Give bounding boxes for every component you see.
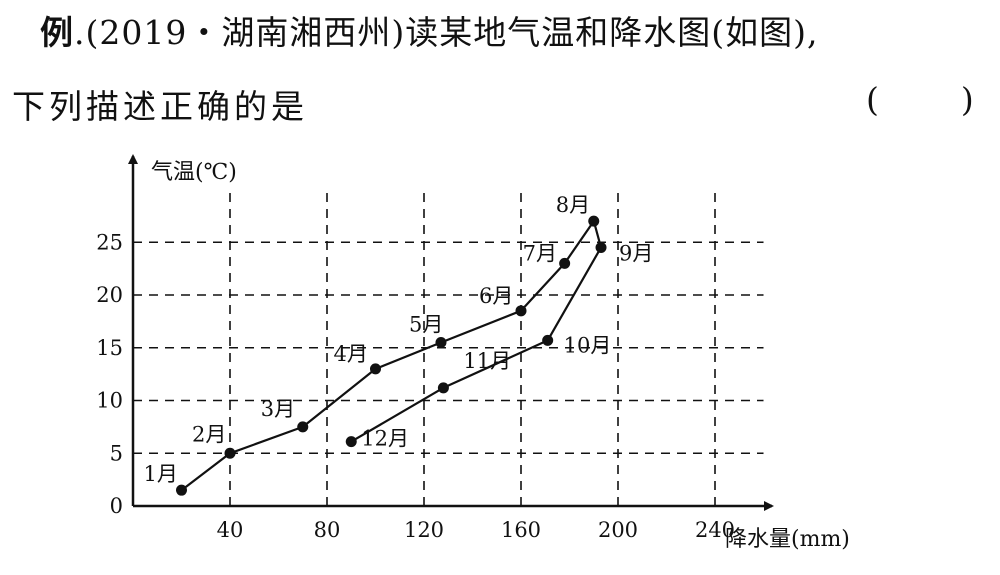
y-tick-label: 5 — [110, 441, 123, 465]
y-tick-label: 25 — [96, 230, 123, 254]
answer-blank: () — [866, 80, 974, 119]
data-point — [437, 382, 449, 394]
data-point-label: 9月 — [619, 242, 653, 266]
answer-paren-open: ( — [866, 80, 879, 119]
y-tick-label: 15 — [96, 336, 123, 360]
data-point — [435, 336, 447, 348]
question-separator: . — [74, 13, 86, 52]
question-label: 例 — [40, 13, 74, 52]
data-point — [559, 257, 571, 269]
data-point-label: 3月 — [261, 397, 295, 421]
data-point-label: 12月 — [361, 427, 409, 451]
series — [176, 215, 607, 496]
data-point — [595, 242, 607, 254]
y-axis-title: 气温(℃) — [151, 160, 237, 185]
grid — [133, 189, 764, 506]
question-stem-text-1: (2019・湖南湘西州)读某地气温和降水图(如图), — [85, 13, 819, 52]
x-tick-label: 240 — [695, 518, 735, 542]
question-stem-line2: 下列描述正确的是 — [12, 87, 308, 126]
data-point-label: 10月 — [564, 333, 612, 357]
y-tick-label: 10 — [96, 389, 123, 413]
data-point-label: 11月 — [463, 349, 511, 373]
y-tick-label: 0 — [110, 494, 123, 518]
data-point-label: 7月 — [523, 241, 557, 265]
x-tick-label: 160 — [501, 518, 541, 542]
data-point — [297, 421, 309, 433]
axes — [128, 154, 774, 511]
series-line — [180, 220, 603, 492]
data-point — [176, 484, 187, 496]
data-point-label: 5月 — [409, 312, 443, 336]
data-point — [224, 447, 236, 459]
x-tick-label: 80 — [314, 518, 341, 542]
tick-labels: 40 80 120 160 200 240 0 5 10 15 20 25 — [96, 230, 735, 542]
data-point-label: 2月 — [192, 422, 226, 446]
x-tick-label: 200 — [598, 518, 638, 542]
data-point-label: 6月 — [479, 284, 513, 308]
data-point — [542, 334, 554, 346]
point-labels: 1月 2月 3月 4月 5月 6月 7月 8月 9月 10月 11月 12月 — [144, 193, 654, 486]
question-stem-line1: 例.(2019・湖南湘西州)读某地气温和降水图(如图), — [40, 6, 818, 54]
data-point — [588, 215, 600, 227]
y-tick-label: 20 — [96, 283, 123, 307]
x-tick-label: 120 — [404, 518, 444, 542]
data-point — [345, 436, 357, 448]
data-point-label: 8月 — [556, 193, 590, 217]
data-point-label: 1月 — [144, 462, 178, 486]
data-point — [370, 363, 381, 375]
x-tick-label: 40 — [217, 518, 244, 542]
data-point-label: 4月 — [334, 342, 368, 366]
answer-paren-close: ) — [960, 80, 974, 119]
data-point — [515, 305, 527, 317]
x-axis-title: 降水量(mm) — [725, 527, 850, 552]
